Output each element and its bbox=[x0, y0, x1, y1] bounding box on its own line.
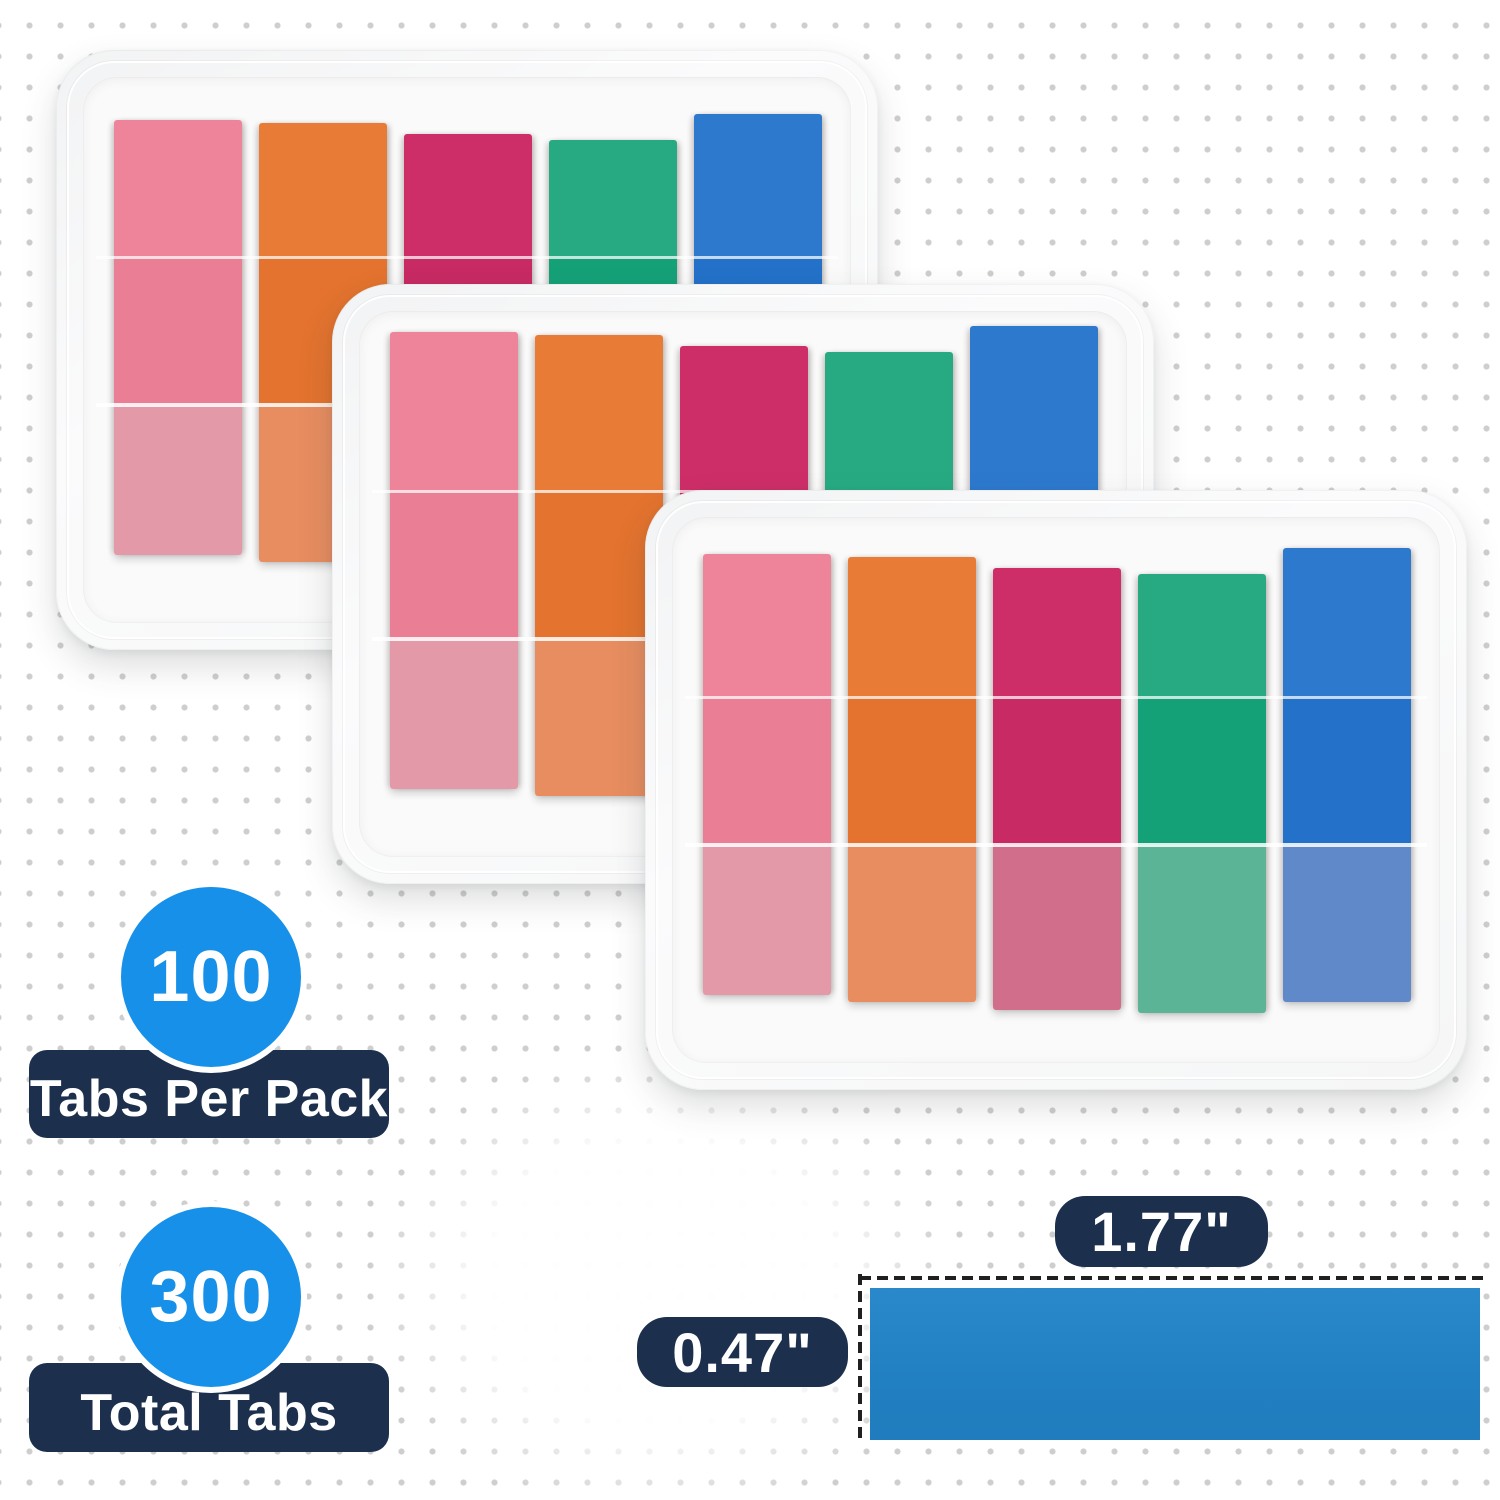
tab-stack-magenta bbox=[993, 568, 1121, 1010]
tab-segment-raised-orange bbox=[848, 557, 976, 698]
tab-segment-raised-blue bbox=[970, 326, 1098, 492]
tab-segment-raised-magenta bbox=[993, 568, 1121, 698]
tab-stack-green bbox=[1138, 574, 1266, 1013]
height-dimension-value: 0.47" bbox=[672, 1320, 813, 1384]
background-white-wash bbox=[370, 1050, 950, 1500]
tab-segment-raised-green bbox=[825, 352, 953, 492]
tab-segment-raised-green bbox=[1138, 574, 1266, 698]
width-dimension-dashed-line bbox=[860, 1276, 1488, 1280]
tab-segment-window-magenta bbox=[993, 698, 1121, 845]
height-dimension-label-pill: 0.47" bbox=[637, 1317, 848, 1387]
tab-segment-window-pink bbox=[114, 258, 242, 405]
tabs-per-pack-label: Tabs Per Pack bbox=[29, 1070, 389, 1128]
total-tabs-count-badge: 300 bbox=[115, 1201, 307, 1393]
tabs-per-pack-count-badge: 100 bbox=[115, 881, 307, 1073]
tab-segment-raised-pink bbox=[114, 120, 242, 258]
tab-segment-frosted-pink bbox=[114, 405, 242, 555]
tab-stack-pink bbox=[703, 554, 831, 995]
tab-segment-frosted-orange bbox=[848, 845, 976, 1002]
total-tabs-count: 300 bbox=[149, 1257, 273, 1337]
tab-segment-raised-orange bbox=[259, 123, 387, 258]
tab-segment-raised-magenta bbox=[680, 346, 808, 492]
tab-segment-window-pink bbox=[703, 698, 831, 845]
tab-segment-raised-pink bbox=[703, 554, 831, 698]
tab-segment-raised-blue bbox=[694, 114, 822, 258]
tab-segment-raised-orange bbox=[535, 335, 663, 492]
tab-segment-window-green bbox=[1138, 698, 1266, 845]
tab-stack-blue bbox=[1283, 548, 1411, 1002]
tab-segment-raised-pink bbox=[390, 332, 518, 492]
tab-segment-frosted-magenta bbox=[993, 845, 1121, 1010]
tab-segment-raised-blue bbox=[1283, 548, 1411, 698]
tabs-per-pack-count: 100 bbox=[149, 937, 273, 1017]
total-tabs-label: Total Tabs bbox=[80, 1383, 338, 1442]
tab-segment-raised-magenta bbox=[404, 134, 532, 258]
tab-segment-frosted-pink bbox=[703, 845, 831, 995]
tab-segment-window-blue bbox=[1283, 698, 1411, 845]
tab-stack-orange bbox=[535, 335, 663, 796]
tab-segment-frosted-orange bbox=[535, 639, 663, 796]
tab-segment-frosted-pink bbox=[390, 639, 518, 789]
tab-segment-frosted-green bbox=[1138, 845, 1266, 1013]
tab-segment-frosted-blue bbox=[1283, 845, 1411, 1002]
tab-stack-orange bbox=[848, 557, 976, 1002]
height-dimension-dashed-line bbox=[858, 1274, 862, 1440]
tab-segment-window-orange bbox=[848, 698, 976, 845]
tab-size-swatch bbox=[870, 1288, 1480, 1440]
tab-dispenser-case-3 bbox=[645, 490, 1467, 1090]
tab-stack-pink bbox=[114, 120, 242, 555]
width-dimension-value: 1.77" bbox=[1091, 1200, 1232, 1263]
tab-segment-raised-green bbox=[549, 140, 677, 258]
tab-segment-window-orange bbox=[535, 492, 663, 639]
tab-segment-window-pink bbox=[390, 492, 518, 639]
width-dimension-label-pill: 1.77" bbox=[1055, 1196, 1268, 1267]
tab-stack-pink bbox=[390, 332, 518, 789]
